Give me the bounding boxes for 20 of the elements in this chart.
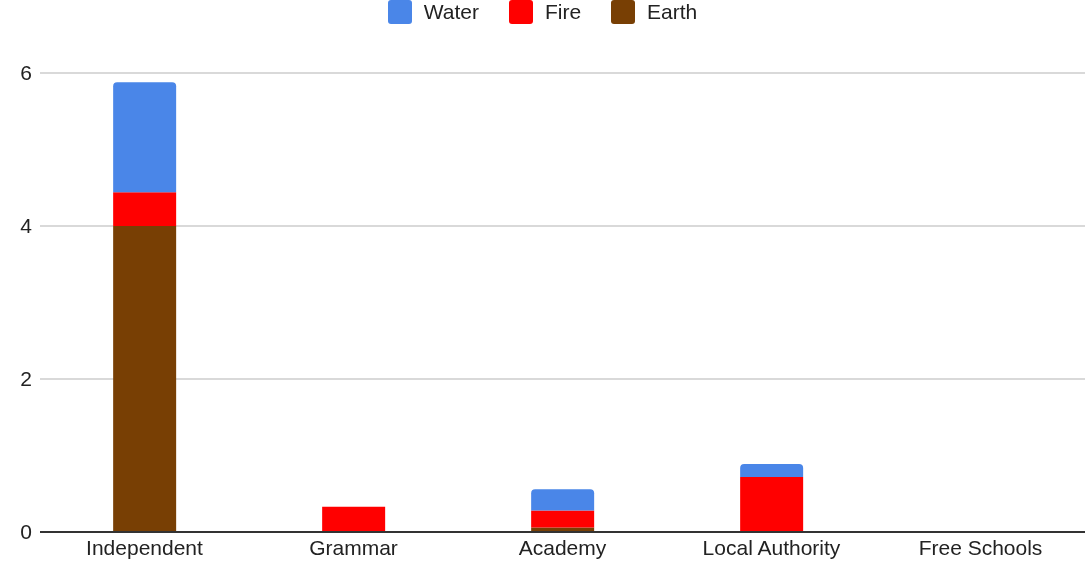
x-tick-label: Free Schools [918,535,1043,559]
x-tick-label: Grammar [309,535,398,559]
bar [740,463,804,477]
bar [531,489,595,511]
bar [113,192,177,226]
y-tick-label: 0 [20,520,32,544]
legend-label: Fire [544,0,582,24]
bar [322,506,386,532]
y-tick-label: 4 [20,214,33,238]
bar [740,476,804,532]
x-tick-label: Local Authority [702,535,841,559]
legend-label: Water [423,0,479,24]
legend-label: Earth [647,0,698,24]
y-tick-label: 2 [20,367,32,391]
y-tick-label: 6 [20,61,32,85]
x-tick-label: Independent [86,535,204,559]
bar [531,510,595,528]
bar [113,226,177,532]
x-tick-label: Academy [518,535,607,559]
bar [113,82,177,193]
